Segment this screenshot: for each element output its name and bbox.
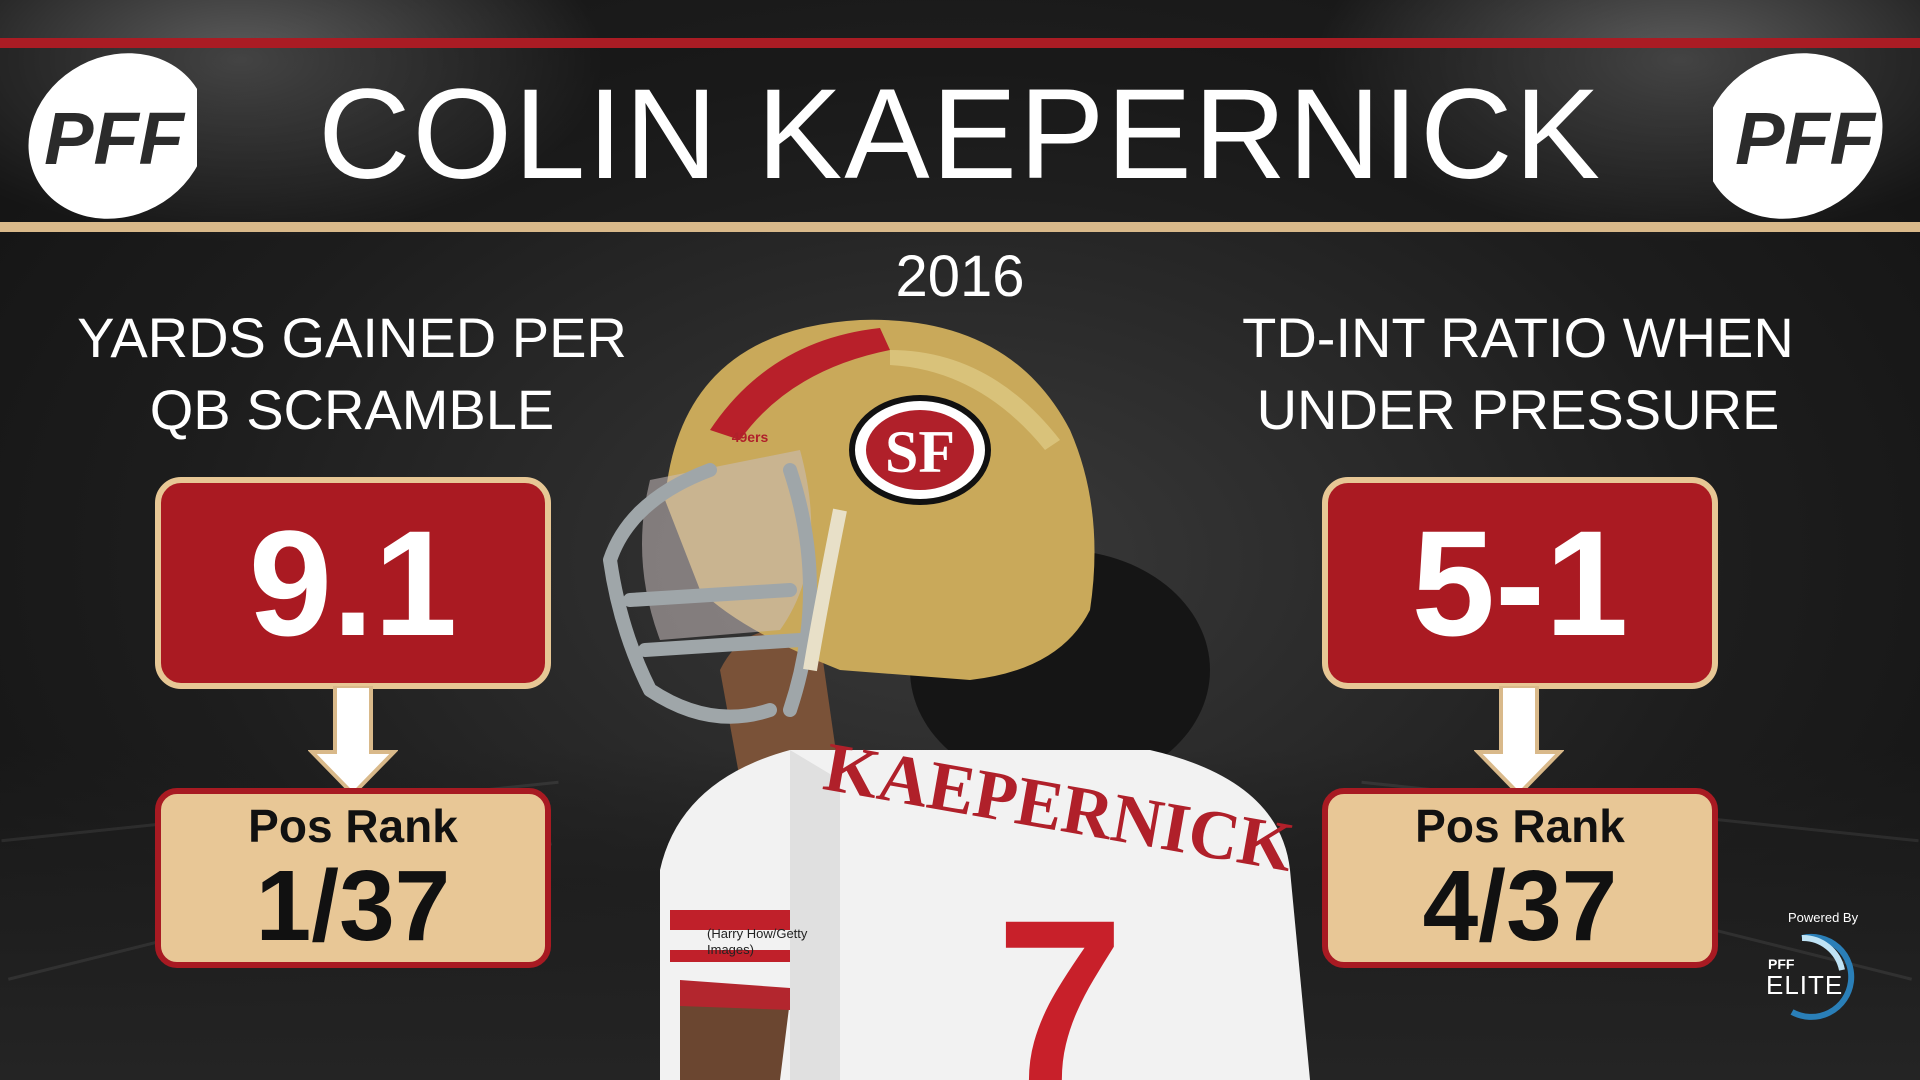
helmet-tag: 49ers [732, 429, 769, 445]
gold-stripe [0, 222, 1920, 232]
stat-heading-right-line2: UNDER PRESSURE [1256, 378, 1780, 441]
stat-heading-right: TD-INT RATIO WHEN UNDER PRESSURE [1198, 302, 1838, 446]
pff-logo-right: PFF [1713, 53, 1883, 219]
stat-value-right: 5-1 [1322, 477, 1718, 689]
season-year: 2016 [895, 244, 1025, 309]
arrow-down-icon [1474, 686, 1564, 796]
rank-box-left: Pos Rank 1/37 [155, 788, 551, 968]
rank-value-right: 4/37 [1422, 850, 1618, 962]
pff-elite-logo-icon [1790, 933, 1855, 1020]
photo-credit: (Harry How/Getty Images) [707, 926, 808, 957]
rank-box-right: Pos Rank 4/37 [1322, 788, 1718, 968]
pff-logo-right-text: PFF [1735, 97, 1877, 180]
stat-heading-left: YARDS GAINED PER QB SCRAMBLE [32, 302, 672, 446]
pff-elite-pff-text: PFF [1768, 956, 1795, 972]
rank-value-left: 1/37 [255, 850, 451, 962]
jersey-number: 7 [996, 872, 1124, 1080]
title-band [0, 48, 1920, 222]
top-red-stripe [0, 38, 1920, 48]
stat-heading-left-line2: QB SCRAMBLE [149, 378, 555, 441]
stat-value-left: 9.1 [155, 477, 551, 689]
pff-logo-left: PFF [28, 53, 197, 219]
pff-elite-text: ELITE [1766, 970, 1844, 1000]
stat-heading-left-line1: YARDS GAINED PER [77, 306, 627, 369]
player-name-title: COLIN KAEPERNICK [318, 63, 1602, 206]
helmet-logo: SF [885, 419, 955, 485]
stat-heading-right-line1: TD-INT RATIO WHEN [1242, 306, 1794, 369]
rank-label-right: Pos Rank [1415, 800, 1625, 852]
powered-by-text: Powered By [1788, 910, 1859, 925]
arrow-down-icon [308, 686, 398, 796]
pff-logo-left-text: PFF [44, 97, 186, 180]
player-photo: KAEPERNICK 7 SF 49ers [603, 319, 1310, 1080]
rank-label-left: Pos Rank [248, 800, 458, 852]
